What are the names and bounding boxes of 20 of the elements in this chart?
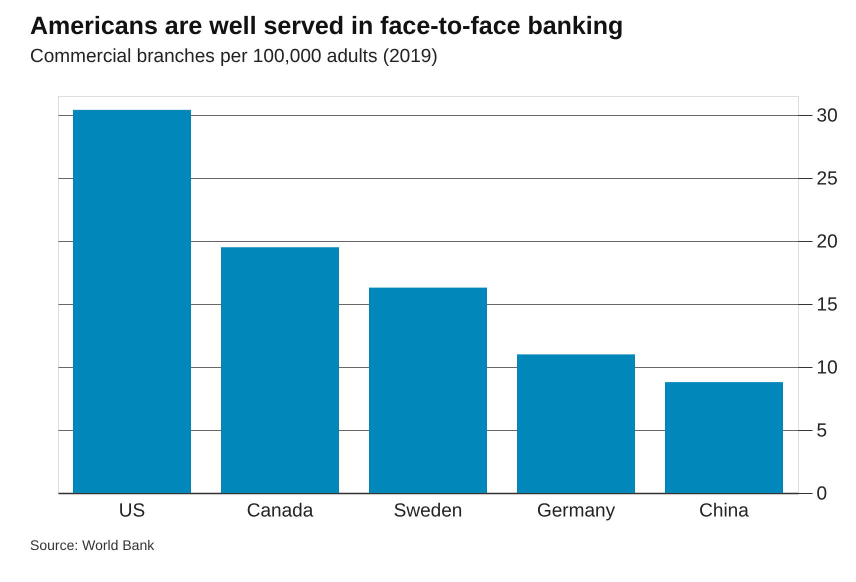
y-tick-label: 15 bbox=[816, 294, 838, 316]
x-tick-label: Canada bbox=[246, 500, 314, 522]
bar bbox=[665, 382, 783, 493]
y-tick-label: 5 bbox=[816, 420, 828, 442]
y-tick-label: 0 bbox=[816, 484, 828, 504]
chart-subtitle: Commercial branches per 100,000 adults (2019) bbox=[30, 46, 438, 67]
bar bbox=[369, 288, 487, 493]
y-tick-label: 25 bbox=[816, 168, 838, 190]
x-tick-label: Sweden bbox=[394, 500, 462, 522]
y-tick-label: 20 bbox=[816, 231, 838, 252]
y-tick-label: 10 bbox=[816, 357, 838, 378]
bar bbox=[221, 247, 339, 493]
bar bbox=[73, 110, 191, 493]
x-tick-label: Germany bbox=[536, 500, 616, 522]
bar bbox=[517, 354, 635, 493]
x-tick-label: China bbox=[699, 500, 750, 522]
source-note: Source: World Bank bbox=[30, 537, 156, 553]
chart-title: Americans are well served in face-to-face banking bbox=[30, 12, 624, 40]
x-tick-label: US bbox=[118, 500, 146, 522]
y-tick-label: 30 bbox=[816, 105, 838, 126]
